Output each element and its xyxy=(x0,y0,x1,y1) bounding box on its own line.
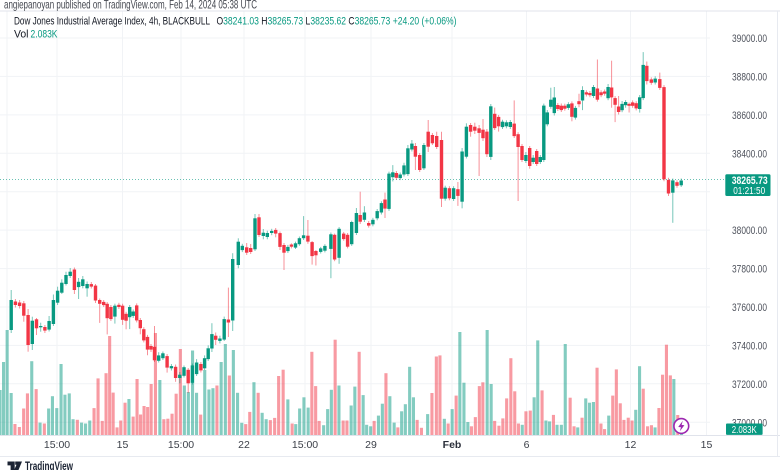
svg-text:22: 22 xyxy=(238,439,250,451)
svg-text:38000.00: 38000.00 xyxy=(732,225,767,237)
svg-text:29: 29 xyxy=(365,439,377,451)
svg-text:2.083K: 2.083K xyxy=(31,29,59,41)
svg-text:37600.00: 37600.00 xyxy=(732,302,767,314)
svg-text:6: 6 xyxy=(524,439,530,451)
svg-text:O38241.03 H38265.73 L38235.62: O38241.03 H38265.73 L38235.62 C38265.73 … xyxy=(217,16,457,28)
svg-text:37800.00: 37800.00 xyxy=(732,264,767,276)
svg-text:37400.00: 37400.00 xyxy=(732,340,767,352)
svg-text:15:00: 15:00 xyxy=(168,439,194,451)
svg-text:Feb: Feb xyxy=(443,439,462,451)
svg-text:15: 15 xyxy=(117,439,129,451)
svg-text:2.083K: 2.083K xyxy=(732,424,757,436)
svg-text:Vol: Vol xyxy=(14,29,29,41)
svg-text:38600.00: 38600.00 xyxy=(732,110,767,122)
svg-text:38265.73: 38265.73 xyxy=(732,175,768,187)
svg-text:38800.00: 38800.00 xyxy=(732,71,767,83)
svg-text:15: 15 xyxy=(701,439,713,451)
svg-text:angiepanoyan published on Trad: angiepanoyan published on TradingView.co… xyxy=(4,0,257,12)
svg-text:15:00: 15:00 xyxy=(292,439,318,451)
svg-text:12: 12 xyxy=(625,439,637,451)
svg-text:TradingView: TradingView xyxy=(25,461,73,470)
svg-text:Dow Jones Industrial Average I: Dow Jones Industrial Average Index, 4h, … xyxy=(14,16,210,28)
svg-text:39000.00: 39000.00 xyxy=(732,33,767,45)
svg-text:15:00: 15:00 xyxy=(44,439,70,451)
svg-text:38400.00: 38400.00 xyxy=(732,148,767,160)
svg-text:37200.00: 37200.00 xyxy=(732,379,767,391)
svg-text:01:21:50: 01:21:50 xyxy=(733,186,765,197)
